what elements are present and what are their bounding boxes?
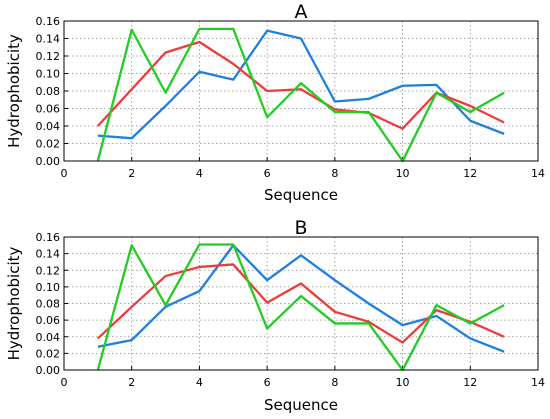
chart-a-series-line-1 bbox=[97, 29, 505, 140]
chart-b-y-axis-label: Hydrophobicity bbox=[5, 247, 23, 361]
chart-b-series-line-1 bbox=[97, 244, 505, 353]
chart-a-x-tick-label: 14 bbox=[531, 167, 545, 180]
chart-a-y-tick-label: 0.12 bbox=[36, 50, 61, 63]
chart-b-x-tick-label: 6 bbox=[264, 376, 271, 389]
chart-b-x-tick-label: 0 bbox=[61, 376, 68, 389]
chart-b-y-tick-label: 0.14 bbox=[36, 248, 61, 261]
chart-a-plot-frame bbox=[63, 20, 539, 162]
chart-b-x-tick-label: 4 bbox=[196, 376, 203, 389]
chart-a-x-tick-label: 4 bbox=[196, 167, 203, 180]
chart-a-y-tick-label: 0.14 bbox=[36, 33, 61, 46]
chart-a-x-axis-label: Sequence bbox=[264, 186, 338, 204]
chart-a-y-tick-label: 0.08 bbox=[36, 85, 61, 98]
chart-b-series-line-3 bbox=[96, 243, 505, 372]
chart-a-title: A bbox=[295, 1, 308, 23]
chart-b-y-tick-label: 0.10 bbox=[36, 281, 61, 294]
chart-b-y-tick-label: 0.16 bbox=[36, 231, 61, 244]
chart-b-plot-frame bbox=[63, 236, 539, 371]
chart-b-series-line-2 bbox=[97, 263, 505, 344]
chart-b-y-tick-label: 0.04 bbox=[36, 331, 61, 344]
chart-b-x-tick-label: 10 bbox=[396, 376, 410, 389]
chart-b-y-tick-label: 0.12 bbox=[36, 264, 61, 277]
chart-a-y-tick-label: 0.00 bbox=[36, 155, 61, 168]
chart-b-x-tick-label: 14 bbox=[531, 376, 545, 389]
chart-b-y-tick-label: 0.00 bbox=[36, 364, 61, 377]
chart-a-y-tick-label: 0.10 bbox=[36, 68, 61, 81]
chart-b-title: B bbox=[294, 217, 307, 239]
chart-a-x-tick-label: 10 bbox=[396, 167, 410, 180]
chart-b-x-tick-label: 2 bbox=[128, 376, 135, 389]
chart-a-x-tick-label: 2 bbox=[128, 167, 135, 180]
chart-b-x-tick-label: 12 bbox=[463, 376, 477, 389]
chart-b-y-tick-label: 0.06 bbox=[36, 314, 61, 327]
chart-a-y-tick-label: 0.16 bbox=[36, 15, 61, 28]
chart-a-x-tick-label: 8 bbox=[331, 167, 338, 180]
chart-a-series-line-3 bbox=[96, 27, 505, 163]
chart-b-x-tick-label: 8 bbox=[331, 376, 338, 389]
chart-a-y-tick-label: 0.02 bbox=[36, 138, 61, 151]
chart-a-x-tick-label: 6 bbox=[264, 167, 271, 180]
chart-b-y-tick-label: 0.02 bbox=[36, 347, 61, 360]
chart-a-y-tick-label: 0.04 bbox=[36, 120, 61, 133]
chart-b-x-axis-label: Sequence bbox=[264, 396, 338, 414]
chart-b-y-tick-label: 0.08 bbox=[36, 298, 61, 311]
chart-panel-b: 0 2 4 6 8 10 12 14 0.00 0.02 0.04 0.06 0.08 0.10 0.12 0… bbox=[5, 217, 545, 414]
chart-a-y-tick-label: 0.06 bbox=[36, 103, 61, 116]
chart-a-series-line-2 bbox=[97, 40, 505, 130]
chart-panel-a: 0 2 4 6 8 10 12 14 0.00 0.02 0.04 0.06 0.08 0.10 0.12 0… bbox=[5, 1, 545, 204]
chart-a-x-tick-label: 0 bbox=[61, 167, 68, 180]
chart-a-x-tick-label: 12 bbox=[463, 167, 477, 180]
chart-a-y-axis-label: Hydrophobicity bbox=[5, 34, 23, 148]
